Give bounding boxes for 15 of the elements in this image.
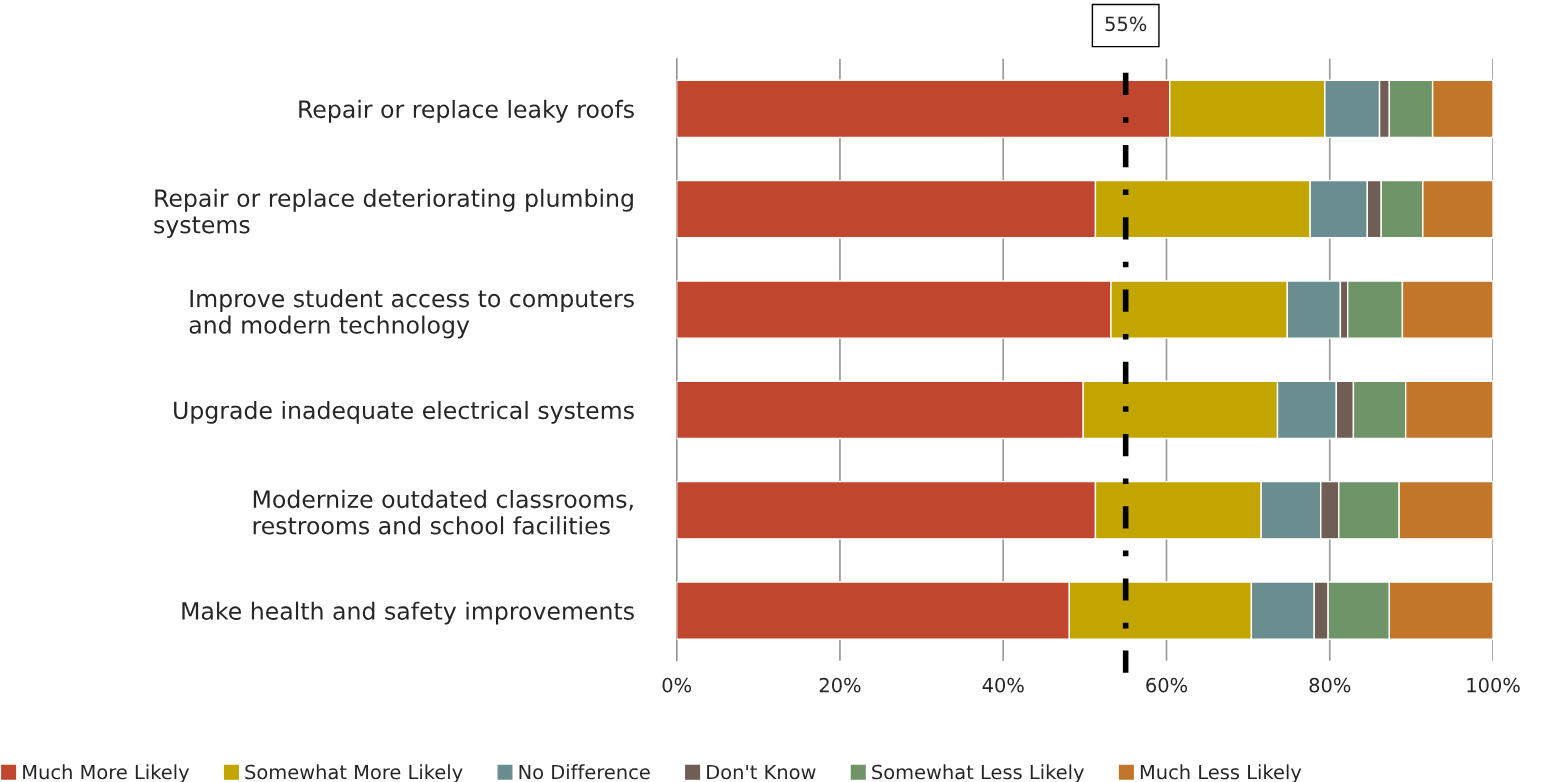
- y-tick-label: Repair or replace deteriorating plumbing systems: [154, 188, 633, 239]
- legend-label: Don't Know: [707, 764, 816, 780]
- y-tick-label: Upgrade inadequate electrical systems: [174, 400, 634, 424]
- ref-line-label: 55%: [1105, 16, 1147, 32]
- x-tick-label: 80%: [1309, 677, 1351, 693]
- x-tick-label: 60%: [1146, 677, 1188, 693]
- y-tick-label: Make health and safety improvements: [182, 601, 634, 625]
- legend-label: No Difference: [519, 764, 650, 780]
- x-tick-label: 20%: [819, 677, 861, 693]
- x-tick-label: 100%: [1467, 677, 1520, 693]
- x-tick-label: 40%: [982, 677, 1024, 693]
- y-tick-label: Improve student access to computers and modern technology: [189, 289, 634, 339]
- y-tick-label: Modernize outdated classrooms, restrooms and school facilities: [253, 489, 633, 535]
- x-tick-label: 0%: [662, 677, 692, 693]
- y-tick-label: Repair or replace leaky roofs: [299, 99, 634, 123]
